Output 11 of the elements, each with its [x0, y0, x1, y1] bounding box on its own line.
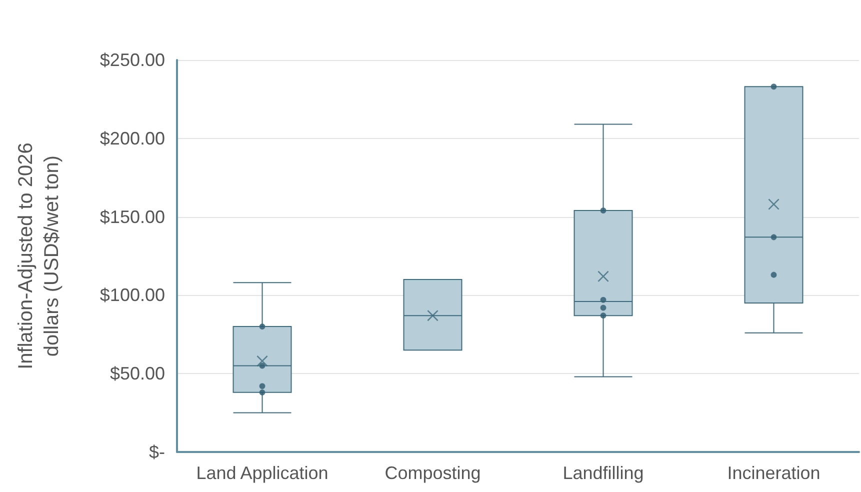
y-tick-label: $100.00 — [100, 285, 165, 306]
y-tick-label: $200.00 — [100, 128, 165, 148]
y-tick-label: $- — [148, 442, 165, 462]
x-tick-label: Land Application — [196, 463, 328, 483]
y-tick-label: $150.00 — [100, 206, 165, 227]
x-tick-label: Incineration — [727, 463, 820, 483]
y-tick-label: $250.00 — [100, 50, 165, 70]
x-tick-label: Landfilling — [562, 463, 644, 483]
x-tick-label: Composting — [384, 463, 481, 483]
y-axis-title: Inflation-Adjusted to 2026 dollars (USD$/wet ton) — [15, 142, 63, 370]
y-tick-label: $50.00 — [110, 364, 165, 384]
